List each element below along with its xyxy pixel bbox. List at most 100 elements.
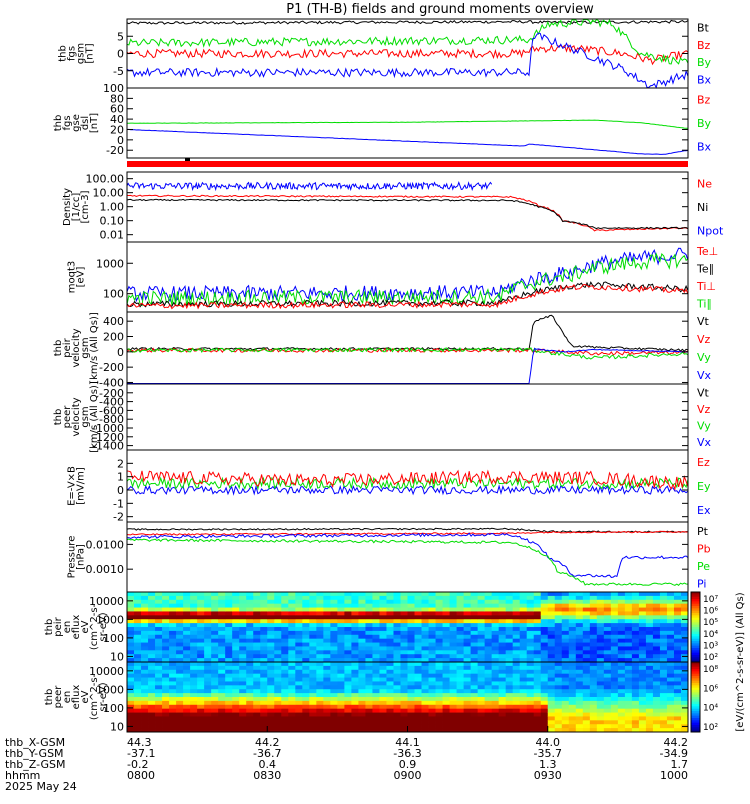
ion-spectrogram-cell: [274, 611, 282, 616]
ion-spectrogram-cell: [218, 595, 226, 601]
ion-spectrogram-cell: [554, 658, 563, 663]
ion-spectrogram-cell: [183, 599, 191, 605]
electron-spectrogram-cell: [540, 716, 549, 721]
ion-spectrogram-cell: [407, 654, 415, 659]
temperature-tick-label: 1000: [96, 257, 124, 270]
electron-spectrogram-cell: [218, 665, 226, 671]
pressure-tick-label: 0.0010: [86, 563, 125, 576]
electron-spectrogram-cell: [141, 685, 149, 690]
electron-spectrogram-cell: [239, 665, 247, 671]
electron-spectrogram-cell: [498, 677, 507, 682]
ion-spectrogram-cell: [428, 642, 436, 647]
electron-spectrogram-cell: [666, 728, 675, 733]
electron-spectrogram-cell: [568, 720, 577, 725]
electron-spectrogram-cell: [204, 681, 212, 686]
electron-spectrogram-cell: [442, 693, 450, 698]
ion-spectrogram-cell: [281, 627, 289, 632]
ion-spectrogram-cell: [211, 611, 219, 616]
ion-spectrogram-cell: [505, 615, 514, 620]
electron-spectrogram-cell: [589, 728, 598, 733]
electron-spectrogram-colorbar-step: [691, 664, 700, 668]
electron-spectrogram-cell: [659, 665, 668, 671]
ion-spectrogram-cell: [169, 619, 177, 624]
ion-spectrogram-cell: [197, 638, 205, 643]
electron-spectrogram-cell: [561, 689, 570, 694]
ion-spectrogram-cell: [477, 634, 486, 640]
electron-spectrogram-cell: [253, 700, 261, 706]
ion-spectrogram-cell: [498, 654, 507, 659]
ion-spectrogram-cell: [540, 654, 549, 659]
electron-spectrogram-cell: [281, 662, 289, 667]
electron-spectrogram-cell: [232, 716, 240, 721]
ion-spectrogram-cell: [470, 615, 479, 620]
electron-spectrogram-cell: [379, 728, 387, 733]
ion-spectrogram-cell: [239, 634, 247, 640]
electron-spectrogram-cell: [134, 665, 142, 671]
electron-spectrogram-cell: [414, 724, 422, 729]
electron-spectrogram-cell: [148, 704, 156, 710]
ion-spectrogram-cell: [344, 638, 352, 643]
ion-spectrogram-cell: [582, 638, 591, 643]
electron-spectrogram-cell: [169, 662, 177, 667]
electron-spectrogram-cell: [421, 724, 429, 729]
pressure-legend-2: Pe: [697, 560, 710, 573]
electron-spectrogram-cell: [533, 697, 542, 702]
electron-spectrogram-cell: [379, 673, 387, 678]
ion-spectrogram-cell: [575, 630, 584, 636]
ion-spectrogram-cell: [295, 650, 303, 655]
electron-spectrogram-colorbar-step: [691, 662, 700, 665]
ion-spectrogram-cell: [358, 619, 366, 624]
electron-spectrogram-cell: [176, 697, 184, 702]
ion-spectrogram-cell: [351, 603, 359, 608]
ion-velocity-ylabel-line: [km/s (All Qs)]: [89, 312, 100, 384]
ion-spectrogram-cell: [295, 646, 303, 651]
electron-spectrogram-cell: [358, 677, 366, 682]
electron-spectrogram-cell: [204, 704, 212, 710]
electron-spectrogram-cell: [162, 677, 170, 682]
electron-spectrogram-cell: [414, 685, 422, 690]
pressure-legend-1: Pb: [697, 542, 711, 555]
electron-spectrogram-cell: [204, 662, 212, 667]
electron-spectrogram-cell: [659, 669, 668, 675]
ion-spectrogram-cell: [365, 603, 373, 608]
electron-spectrogram-cell: [561, 712, 570, 717]
electron-spectrogram-cell: [533, 712, 542, 717]
ion-spectrogram-cell: [624, 615, 633, 620]
electron-spectrogram-cell: [400, 704, 408, 710]
ion-spectrogram-cell: [477, 592, 486, 597]
electron-spectrogram-cell: [183, 712, 191, 717]
ion-spectrogram-cell: [274, 650, 282, 655]
electron-spectrogram-cell: [617, 712, 626, 717]
electron-spectrogram-cell: [155, 708, 163, 713]
electron-spectrogram-cell: [540, 669, 549, 675]
electron-spectrogram-cell: [190, 704, 198, 710]
ion-spectrogram-cell: [309, 595, 317, 601]
ion-spectrogram-cell: [659, 623, 668, 628]
electron-spectrogram-cell: [582, 673, 591, 678]
electron-spectrogram-cell: [190, 720, 198, 725]
electron-spectrogram-cell: [169, 685, 177, 690]
electron-spectrogram-cell: [330, 724, 338, 729]
electron-spectrogram-cell: [610, 716, 619, 721]
electron-spectrogram-cell: [484, 693, 493, 698]
electron-spectrogram-colorbar-step: [691, 727, 700, 731]
electron-spectrogram-cell: [638, 665, 647, 671]
electron-spectrogram-cell: [582, 693, 591, 698]
ion-spectrogram-cell: [281, 619, 289, 624]
ion-spectrogram-colorbar-step: [691, 645, 700, 649]
electron-spectrogram-cell: [260, 712, 268, 717]
electron-spectrogram-cell: [617, 662, 626, 667]
electron-spectrogram-cell: [659, 685, 668, 690]
ion-spectrogram-cell: [197, 607, 205, 612]
electron-spectrogram-cell: [365, 685, 373, 690]
ion-spectrogram-cell: [561, 611, 570, 616]
ion-spectrogram-cell: [148, 654, 156, 659]
electron-spectrogram-cell: [134, 708, 142, 713]
ion-spectrogram-cell: [680, 646, 689, 651]
electron-spectrogram-cell: [218, 728, 226, 733]
ion-spectrogram-cell: [351, 627, 359, 632]
electron-spectrogram-cell: [183, 700, 191, 706]
electron-spectrogram-cell: [652, 689, 661, 694]
ion-spectrogram-cell: [148, 592, 156, 597]
ion-spectrogram-cell: [680, 627, 689, 632]
